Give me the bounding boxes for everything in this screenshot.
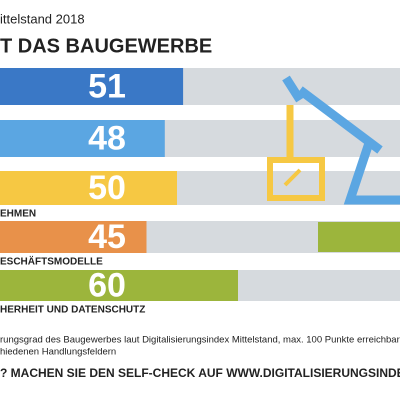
value-label: 45 — [88, 218, 126, 256]
bar — [0, 120, 165, 157]
footnote-2: hiedenen Handlungsfeldern — [0, 347, 116, 358]
value-label: 48 — [88, 119, 126, 157]
bar — [0, 221, 147, 253]
value-label: 51 — [88, 67, 126, 105]
bar — [0, 270, 238, 301]
chart-subtitle: ittelstand 2018 — [0, 11, 85, 26]
category-label: ESCHÄFTSMODELLE — [0, 255, 103, 268]
chart-title: T DAS BAUGEWERBE — [0, 35, 212, 57]
category-label: HERHEIT UND DATENSCHUTZ — [0, 305, 145, 316]
value-label: 50 — [88, 169, 126, 207]
footnote-1: rungsgrad des Baugewerbes laut Digitalis… — [0, 335, 400, 346]
bar — [0, 68, 184, 105]
crane-icon — [267, 75, 400, 252]
category-label: EHMEN — [0, 209, 36, 220]
call-to-action: ? MACHEN SIE DEN SELF-CHECK AUF WWW.DIGI… — [0, 366, 400, 380]
bar — [0, 171, 177, 205]
value-label: 60 — [88, 266, 126, 304]
